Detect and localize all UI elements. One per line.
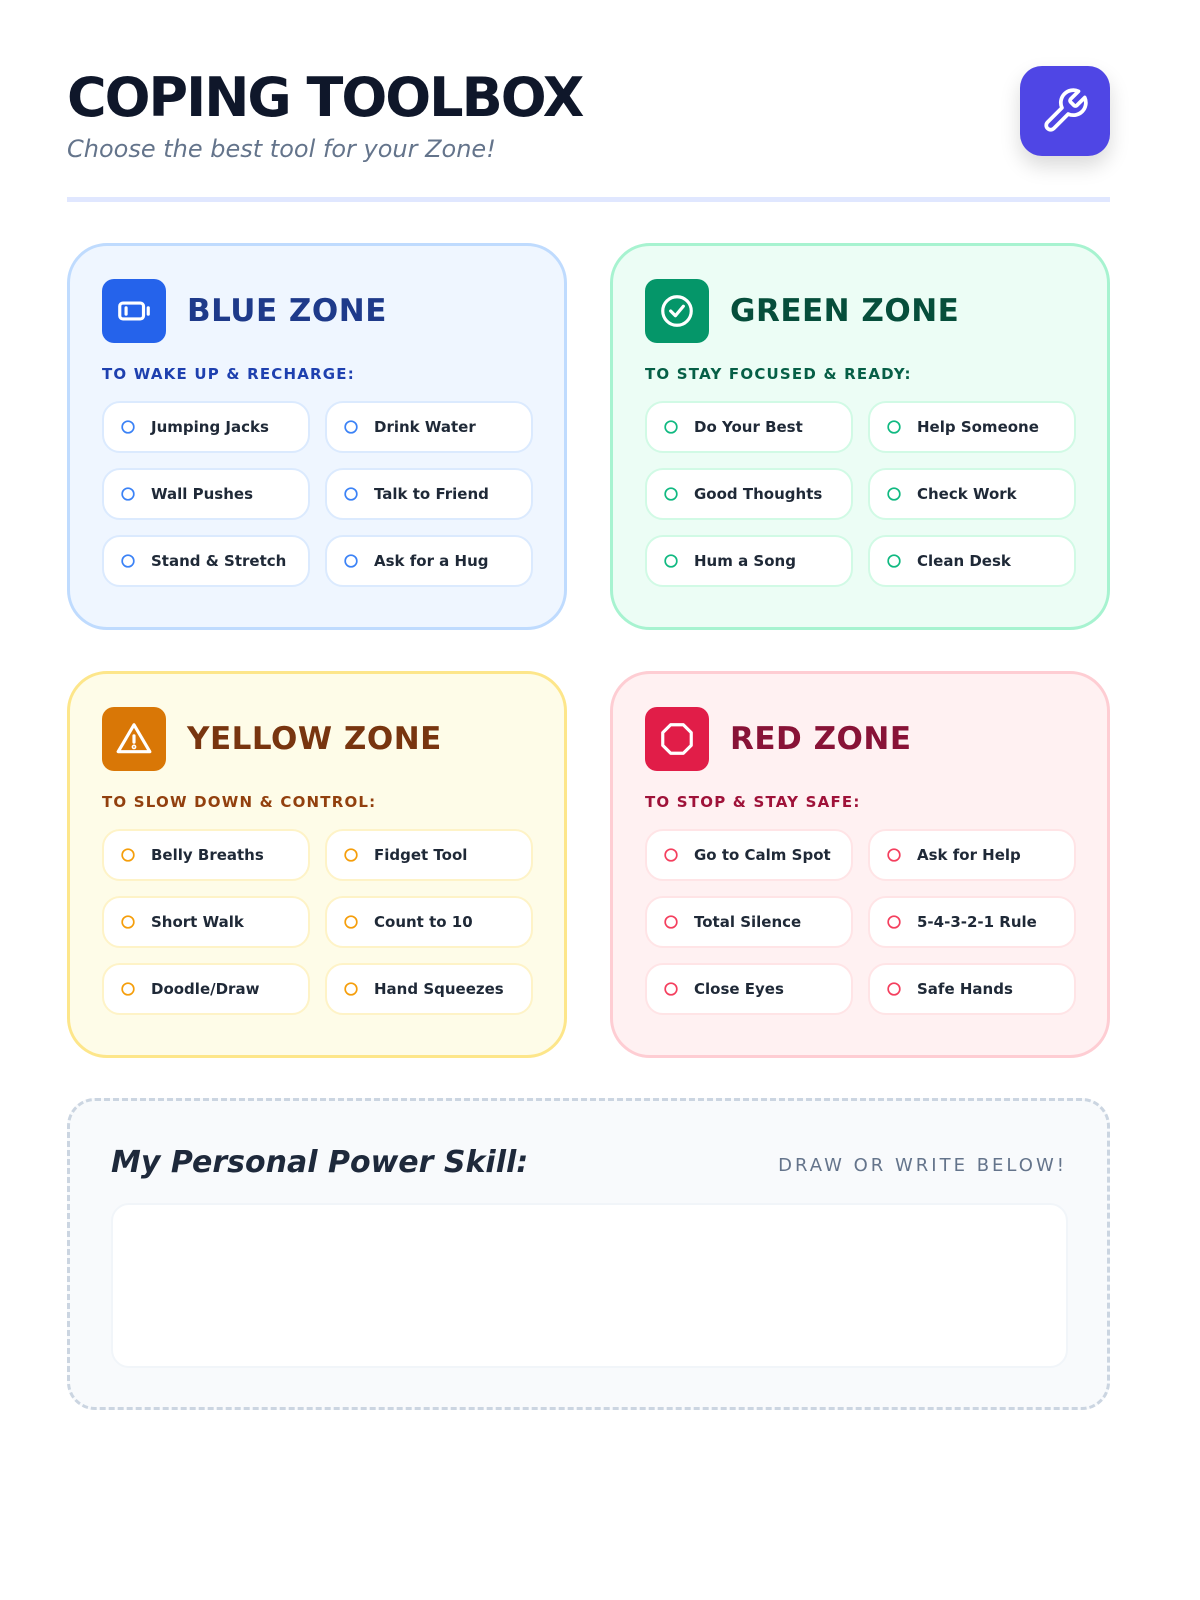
tool-button[interactable]: Belly Breaths — [102, 829, 310, 881]
tool-label: Doodle/Draw — [151, 980, 260, 998]
tool-button[interactable]: Do Your Best — [645, 401, 853, 453]
tool-label: Ask for Help — [917, 846, 1021, 864]
tool-label: Check Work — [917, 485, 1017, 503]
tool-icon — [887, 982, 901, 996]
tool-label: Belly Breaths — [151, 846, 264, 864]
tool-label: Short Walk — [151, 913, 244, 931]
check-circle-icon — [645, 279, 709, 343]
tool-icon — [121, 915, 135, 929]
zone-subtitle: TO SLOW DOWN & CONTROL: — [102, 793, 377, 811]
tool-button[interactable]: 5-4-3-2-1 Rule — [868, 896, 1076, 948]
zone-title: YELLOW ZONE — [187, 721, 442, 757]
tool-icon — [664, 487, 678, 501]
tool-icon — [344, 487, 358, 501]
red-zone-card: RED ZONE TO STOP & STAY SAFE: Go to Calm… — [610, 671, 1110, 1058]
tool-icon — [344, 982, 358, 996]
tool-icon — [887, 487, 901, 501]
tool-button[interactable]: Ask for Help — [868, 829, 1076, 881]
tool-icon — [344, 848, 358, 862]
tool-label: 5-4-3-2-1 Rule — [917, 913, 1037, 931]
tool-button[interactable]: Check Work — [868, 468, 1076, 520]
tool-label: Drink Water — [374, 418, 476, 436]
battery-icon — [102, 279, 166, 343]
tool-button[interactable]: Total Silence — [645, 896, 853, 948]
tool-icon — [344, 420, 358, 434]
zone-title: BLUE ZONE — [187, 293, 387, 329]
zone-subtitle: TO WAKE UP & RECHARGE: — [102, 365, 355, 383]
yellow-zone-card: YELLOW ZONE TO SLOW DOWN & CONTROL: Bell… — [67, 671, 567, 1058]
power-skill-drawing-area[interactable] — [111, 1203, 1068, 1368]
tool-button[interactable]: Hum a Song — [645, 535, 853, 587]
blue-zone-card: BLUE ZONE TO WAKE UP & RECHARGE: Jumping… — [67, 243, 567, 630]
power-skill-heading: My Personal Power Skill: — [111, 1145, 529, 1180]
tool-button[interactable]: Close Eyes — [645, 963, 853, 1015]
tool-button[interactable]: Fidget Tool — [325, 829, 533, 881]
tool-icon — [887, 848, 901, 862]
tool-icon — [664, 915, 678, 929]
header-divider — [67, 197, 1110, 202]
tool-icon — [344, 915, 358, 929]
page-title: COPING TOOLBOX — [67, 66, 584, 129]
zone-subtitle: TO STAY FOCUSED & READY: — [645, 365, 912, 383]
tool-icon — [344, 554, 358, 568]
tool-label: Help Someone — [917, 418, 1039, 436]
tool-label: Talk to Friend — [374, 485, 489, 503]
tool-icon — [664, 848, 678, 862]
page-subtitle: Choose the best tool for your Zone! — [67, 135, 496, 163]
tool-label: Jumping Jacks — [151, 418, 269, 436]
tool-button[interactable]: Stand & Stretch — [102, 535, 310, 587]
tool-button[interactable]: Wall Pushes — [102, 468, 310, 520]
tool-button[interactable]: Doodle/Draw — [102, 963, 310, 1015]
tool-button[interactable]: Help Someone — [868, 401, 1076, 453]
tool-icon — [121, 420, 135, 434]
zone-title: RED ZONE — [730, 721, 912, 757]
zone-title: GREEN ZONE — [730, 293, 960, 329]
tool-label: Go to Calm Spot — [694, 846, 831, 864]
tool-icon — [664, 982, 678, 996]
tool-label: Count to 10 — [374, 913, 473, 931]
tool-button[interactable]: Hand Squeezes — [325, 963, 533, 1015]
tool-button[interactable]: Count to 10 — [325, 896, 533, 948]
tool-label: Ask for a Hug — [374, 552, 489, 570]
tool-icon — [887, 915, 901, 929]
tool-label: Wall Pushes — [151, 485, 254, 503]
power-skill-hint: DRAW OR WRITE BELOW! — [778, 1155, 1067, 1176]
tool-label: Stand & Stretch — [151, 552, 287, 570]
green-zone-card: GREEN ZONE TO STAY FOCUSED & READY: Do Y… — [610, 243, 1110, 630]
tool-label: Fidget Tool — [374, 846, 468, 864]
personal-power-skill-panel: My Personal Power Skill: DRAW OR WRITE B… — [67, 1098, 1110, 1410]
tool-label: Good Thoughts — [694, 485, 823, 503]
tool-button[interactable]: Talk to Friend — [325, 468, 533, 520]
tool-button[interactable]: Go to Calm Spot — [645, 829, 853, 881]
tool-button[interactable]: Ask for a Hug — [325, 535, 533, 587]
zone-subtitle: TO STOP & STAY SAFE: — [645, 793, 861, 811]
tool-button[interactable]: Good Thoughts — [645, 468, 853, 520]
tool-icon — [664, 554, 678, 568]
tool-label: Do Your Best — [694, 418, 803, 436]
tool-label: Close Eyes — [694, 980, 784, 998]
tool-icon — [887, 554, 901, 568]
tool-label: Hand Squeezes — [374, 980, 504, 998]
tool-label: Total Silence — [694, 913, 802, 931]
tool-button[interactable]: Drink Water — [325, 401, 533, 453]
tool-button[interactable]: Safe Hands — [868, 963, 1076, 1015]
tool-label: Safe Hands — [917, 980, 1013, 998]
warning-icon — [102, 707, 166, 771]
tool-icon — [121, 554, 135, 568]
tool-label: Hum a Song — [694, 552, 796, 570]
tool-label: Clean Desk — [917, 552, 1011, 570]
tool-icon — [121, 848, 135, 862]
tool-button[interactable]: Jumping Jacks — [102, 401, 310, 453]
tool-icon — [887, 420, 901, 434]
tool-button[interactable]: Short Walk — [102, 896, 310, 948]
wrench-icon — [1044, 88, 1088, 132]
tool-icon — [121, 982, 135, 996]
tool-button[interactable]: Clean Desk — [868, 535, 1076, 587]
tool-icon — [664, 420, 678, 434]
stop-octagon-icon — [645, 707, 709, 771]
toolbox-button[interactable] — [1020, 66, 1110, 156]
tool-icon — [121, 487, 135, 501]
